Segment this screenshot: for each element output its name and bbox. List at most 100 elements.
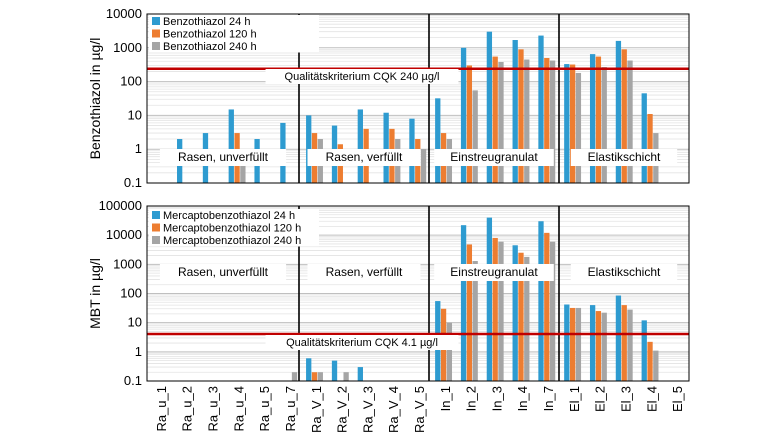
- y-tick-label: 1000: [113, 256, 142, 271]
- bar: [240, 149, 246, 183]
- bar: [627, 60, 633, 183]
- bar: [492, 56, 498, 183]
- bar: [595, 56, 602, 183]
- y-tick-label: 0.1: [124, 373, 142, 388]
- bar: [627, 309, 633, 381]
- group-label: Rasen, unverfüllt: [178, 265, 269, 279]
- group-label: Einstreugranulat: [450, 150, 538, 164]
- legend-background: [149, 209, 319, 222]
- x-tick-label: Ra_u_3: [206, 386, 221, 432]
- bar: [575, 72, 582, 183]
- y-tick-label: 1000: [113, 40, 142, 55]
- y-axis-label: Benzothiazol in µg/l: [87, 38, 103, 160]
- bar: [538, 35, 544, 183]
- bar: [524, 256, 530, 381]
- bar: [435, 98, 441, 183]
- x-tick-label: Ra_V_3: [360, 386, 375, 433]
- y-tick-label: 1: [135, 344, 142, 359]
- legend-background: [149, 15, 319, 28]
- bar: [466, 65, 473, 183]
- x-tick-label: Ra_u_4: [231, 386, 246, 432]
- bar: [291, 372, 298, 381]
- y-tick-label: 1: [135, 141, 142, 156]
- bar: [595, 311, 602, 381]
- bar: [621, 305, 627, 381]
- group-label-box: [434, 264, 554, 281]
- bar: [383, 112, 389, 183]
- legend-label: Mercaptobenzothiazol 120 h: [163, 223, 301, 235]
- group-label-box: [159, 264, 287, 281]
- group-label-box: [307, 149, 421, 166]
- bar: [486, 217, 493, 381]
- bar: [518, 49, 524, 183]
- x-tick-label: In_2: [464, 386, 479, 411]
- group-label: Rasen, unverfüllt: [178, 150, 269, 164]
- bar: [331, 360, 338, 381]
- y-tick-label: 10: [128, 315, 142, 330]
- bar: [575, 307, 582, 381]
- legend-label: Mercaptobenzothiazol 24 h: [163, 210, 295, 222]
- bar: [306, 358, 312, 381]
- x-tick-label: Ra_u_7: [283, 386, 298, 432]
- x-tick-label: Ra_V_1: [309, 386, 324, 433]
- bar: [357, 367, 363, 381]
- group-label-box: [307, 264, 421, 281]
- group-label: Elastikschicht: [588, 150, 661, 164]
- legend-swatch: [152, 236, 160, 244]
- threshold-label: Qualitätskriterium CQK 240 µg/l: [285, 71, 440, 83]
- group-label-box: [570, 149, 678, 166]
- x-tick-label: El_3: [618, 386, 633, 412]
- x-tick-label: In_3: [489, 386, 504, 411]
- bar: [569, 307, 576, 381]
- bar: [512, 40, 518, 183]
- bar: [641, 93, 647, 183]
- legend-swatch: [152, 42, 160, 50]
- bar: [641, 320, 647, 381]
- legend-background: [149, 221, 319, 234]
- bar: [518, 252, 524, 381]
- group-label: Rasen, verfüllt: [326, 150, 403, 164]
- x-tick-label: In_4: [515, 386, 530, 411]
- bar: [492, 237, 498, 381]
- x-tick-label: Ra_V_4: [386, 386, 401, 433]
- bar: [512, 245, 518, 381]
- x-tick-label: In_7: [541, 386, 556, 411]
- legend-swatch: [152, 223, 160, 232]
- x-tick-label: El_2: [593, 386, 608, 412]
- y-tick-label: 10000: [106, 227, 142, 242]
- bar: [589, 54, 596, 183]
- legend-background: [149, 234, 319, 247]
- bar: [420, 149, 427, 183]
- bar: [538, 221, 544, 381]
- bar: [647, 341, 653, 381]
- group-label-box: [159, 149, 287, 166]
- bar: [647, 114, 653, 183]
- group-label: Einstreugranulat: [450, 265, 538, 279]
- bar: [498, 241, 504, 381]
- bar: [653, 350, 659, 381]
- y-tick-label: 100000: [99, 198, 142, 213]
- bar: [589, 305, 596, 381]
- plot-border: [146, 205, 690, 382]
- bar: [564, 304, 570, 381]
- legend-label: Benzothiazol 240 h: [163, 41, 257, 53]
- group-label: Rasen, verfüllt: [326, 265, 403, 279]
- bar: [524, 59, 530, 183]
- x-tick-label: Ra_u_5: [257, 386, 272, 432]
- bar: [615, 40, 622, 184]
- x-tick-label: Ra_V_2: [335, 386, 350, 433]
- bar: [311, 372, 318, 381]
- bar: [549, 241, 556, 381]
- x-tick-label: In_1: [438, 386, 453, 411]
- threshold-label: Qualitätskriterium CQK 4.1 µg/l: [286, 337, 438, 349]
- x-tick-label: El_5: [670, 386, 685, 412]
- x-tick-label: Ra_V_5: [412, 386, 427, 433]
- legend-swatch: [152, 29, 160, 38]
- bar: [472, 90, 478, 183]
- threshold-label-box: [265, 335, 459, 350]
- bar: [601, 67, 607, 183]
- bar: [498, 62, 504, 184]
- y-axis-label: MBT in µg/l: [87, 258, 103, 329]
